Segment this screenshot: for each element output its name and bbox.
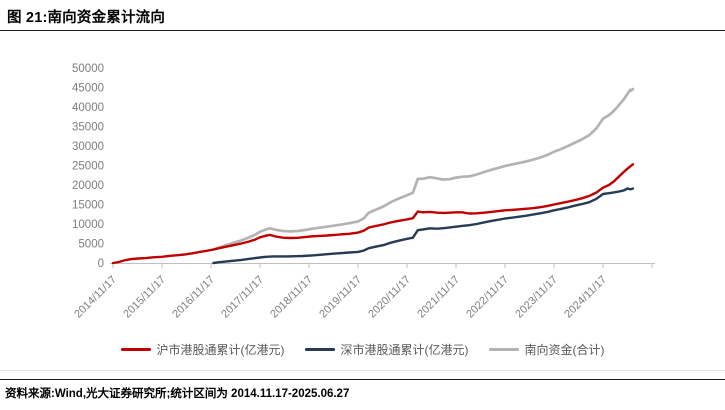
x-tick-label: 2018/11/17 [268, 274, 315, 321]
y-tick-label: 40000 [72, 102, 104, 114]
title-divider [0, 30, 725, 31]
source-note: 资料来源:Wind,光大证券研究所;统计区间为 2014.11.17-2025.… [5, 388, 350, 400]
x-tick-label: 2022/11/17 [464, 274, 511, 321]
y-tick-label: 35000 [72, 122, 104, 134]
chart-legend: 沪市港股通累计(亿港元) 深市港股通累计(亿港元) 南向资金(合计) [0, 341, 725, 358]
x-tick-label: 2020/11/17 [366, 274, 413, 321]
x-tick-label: 2015/11/17 [121, 274, 168, 321]
legend-item-2: 南向资金(合计) [488, 341, 605, 358]
x-tick-label: 2016/11/17 [170, 274, 217, 321]
x-tick-label: 2017/11/17 [219, 274, 266, 321]
y-tick-label: 5000 [78, 239, 104, 251]
y-tick-label: 30000 [72, 141, 104, 153]
legend-line-swatch [120, 348, 151, 351]
y-tick-label: 10000 [72, 219, 104, 231]
page-title: 图 21:南向资金累计流向 [7, 10, 166, 26]
x-tick-label: 2014/11/17 [72, 274, 119, 321]
series-line-0 [111, 163, 635, 265]
legend-line-swatch [488, 348, 519, 351]
y-tick-label: 20000 [72, 180, 104, 192]
y-tick-label: 50000 [72, 63, 104, 75]
x-tick-label: 2019/11/17 [317, 274, 364, 321]
y-tick-label: 0 [98, 258, 104, 270]
legend-item-1: 深市港股通累计(亿港元) [304, 341, 469, 358]
series-line-1 [212, 187, 635, 265]
legend-item-0: 沪市港股通累计(亿港元) [120, 341, 285, 358]
legend-label: 南向资金(合计) [524, 343, 605, 357]
y-tick-label: 25000 [72, 161, 104, 173]
x-tick-label: 2023/11/17 [513, 274, 560, 321]
y-tick-label: 15000 [72, 200, 104, 212]
x-tick-label: 2021/11/17 [415, 274, 462, 321]
legend-line-swatch [304, 348, 335, 351]
y-tick-label: 45000 [72, 83, 104, 95]
legend-label: 沪市港股通累计(亿港元) [156, 343, 285, 357]
chart-frame-line [0, 370, 725, 371]
x-tick-label: 2024/11/17 [562, 274, 609, 321]
footer-divider [0, 379, 725, 380]
legend-label: 深市港股通累计(亿港元) [340, 343, 469, 357]
series-line-2 [212, 87, 635, 251]
